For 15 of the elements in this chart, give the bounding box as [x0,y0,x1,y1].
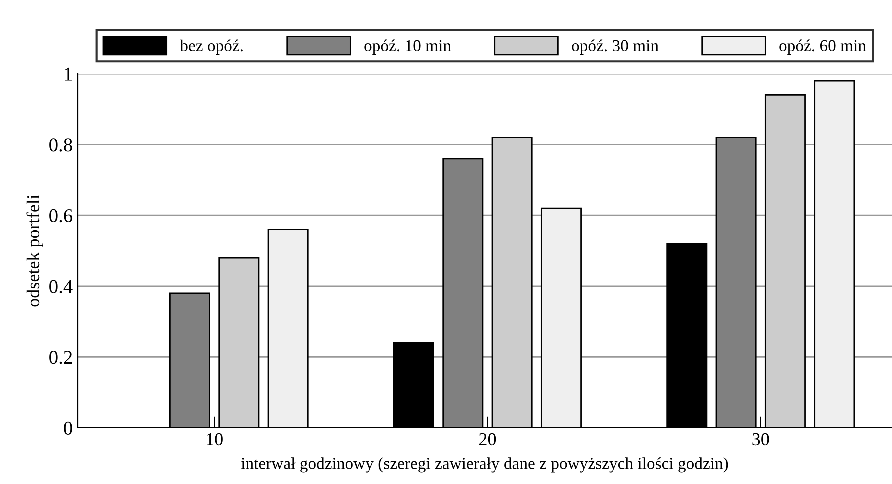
x-tick-label: 20 [479,433,496,446]
y-tick-label: 0.2 [50,351,72,364]
legend-label: opóź. 10 min [364,40,452,55]
legend-label: opóź. 30 min [572,40,659,55]
y-tick-label: 1 [65,68,72,81]
legend-label: opóź. 60 min [780,40,866,55]
x-axis-title: interwał godzinowy (szeregi zawierały dane z powyższych ilości godzin) [241,458,728,473]
y-tick-label: 0 [64,422,72,435]
x-tick-label: 10 [207,433,223,446]
y-tick-label: 0.6 [50,209,73,223]
y-tick-label: 0.4 [50,280,73,294]
y-axis-title: odsetek portfeli [26,194,44,307]
y-tick-label: 0.8 [50,138,72,152]
x-tick-label: 30 [752,433,770,446]
legend-label: bez opóź. [180,40,243,55]
